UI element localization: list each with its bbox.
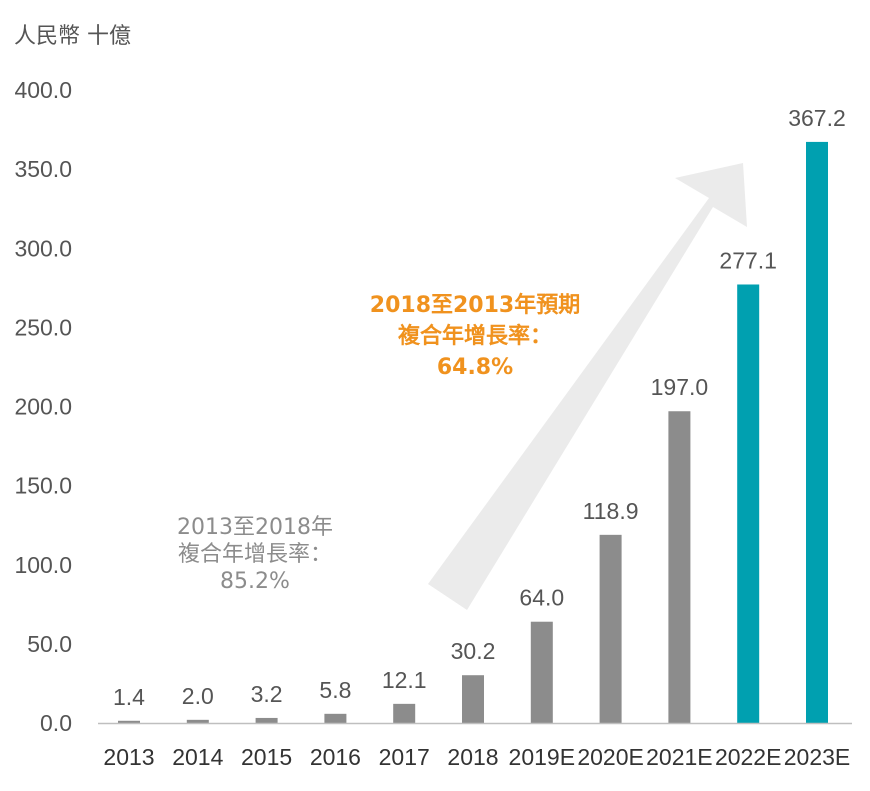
bar-2017	[393, 703, 416, 723]
data-label: 197.0	[651, 374, 709, 400]
y-tick-label: 400.0	[14, 77, 72, 103]
historical-cagr-annotation: 2013至2018年 複合年增長率： 85.2%	[177, 515, 333, 594]
forecast-cagr-annotation: 2018至2013年預期 複合年增長率： 64.8%	[369, 293, 581, 380]
x-tick-label: 2023E	[784, 744, 851, 770]
bar-2014	[186, 719, 209, 723]
y-tick-label: 50.0	[27, 631, 72, 657]
bar-2023E	[806, 141, 828, 723]
bar-2013	[118, 720, 140, 723]
x-tick-label: 2014	[172, 744, 223, 770]
data-label: 12.1	[382, 667, 427, 693]
bar-2020E	[599, 534, 622, 723]
x-tick-label: 2018	[447, 744, 498, 770]
y-tick-label: 0.0	[40, 710, 72, 736]
y-tick-label: 200.0	[14, 394, 72, 420]
x-tick-label: 2021E	[646, 744, 713, 770]
data-label: 367.2	[788, 105, 846, 131]
data-label: 118.9	[583, 498, 639, 524]
x-tick-label: 2017	[379, 744, 430, 770]
x-tick-label: 2019E	[509, 744, 576, 770]
x-tick-label: 2020E	[577, 744, 644, 770]
x-tick-label: 2015	[241, 744, 292, 770]
data-label: 2.0	[182, 683, 214, 709]
data-label: 1.4	[113, 684, 145, 710]
y-tick-label: 350.0	[14, 156, 72, 182]
x-tick-label: 2013	[103, 744, 154, 770]
bar-2015	[255, 717, 278, 723]
bar-2022E	[737, 284, 760, 723]
x-tick-label: 2022E	[715, 744, 782, 770]
y-tick-label: 100.0	[14, 552, 72, 578]
x-tick-label: 2016	[310, 744, 361, 770]
data-label: 30.2	[451, 638, 496, 664]
data-label: 3.2	[251, 681, 283, 707]
data-label: 64.0	[519, 585, 564, 611]
bar-2018	[462, 675, 484, 723]
bar-2021E	[668, 411, 691, 723]
bar-2016	[324, 713, 347, 723]
growth-arrow	[428, 163, 747, 610]
y-tick-label: 150.0	[14, 473, 72, 499]
bar-2019E	[530, 621, 553, 723]
y-tick-label: 300.0	[14, 235, 72, 261]
data-label: 5.8	[319, 677, 351, 703]
data-label: 277.1	[719, 247, 777, 273]
y-tick-label: 250.0	[14, 314, 72, 340]
unit-label: 人民幣 十億	[14, 24, 131, 49]
